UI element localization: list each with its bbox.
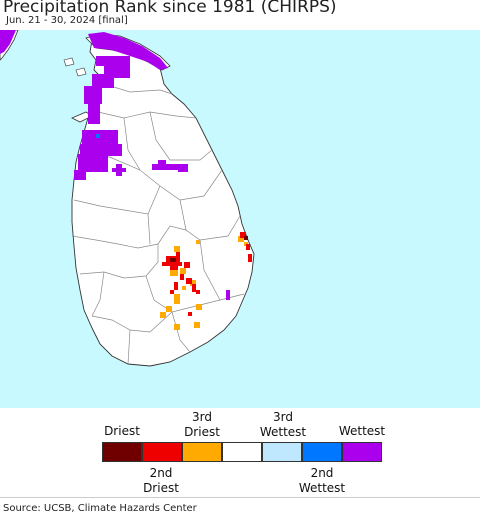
legend-label-2nd-driest: 2nd Driest xyxy=(143,466,179,495)
wettest-cells xyxy=(0,30,230,300)
islet xyxy=(63,57,75,67)
legend-swatch-2nd-driest xyxy=(142,442,182,462)
legend-label-3rd-wettest: 3rd Wettest xyxy=(259,410,307,439)
legend-swatch-driest xyxy=(102,442,142,462)
second-wettest-cells xyxy=(96,134,100,138)
islet xyxy=(75,67,87,77)
legend-swatch-2nd-wettest xyxy=(302,442,342,462)
third-driest-cells xyxy=(160,236,248,330)
legend-swatch-normal xyxy=(222,442,262,462)
legend-label-driest: Driest xyxy=(104,424,140,438)
legend-label-2nd-wettest: 2nd Wettest xyxy=(298,466,346,495)
precipitation-rank-map xyxy=(0,30,480,408)
footer-divider xyxy=(0,497,480,498)
legend-swatch-3rd-driest xyxy=(182,442,222,462)
legend-swatch-wettest xyxy=(342,442,382,462)
map-title: Precipitation Rank since 1981 (CHIRPS) xyxy=(3,0,337,17)
map-subtitle: Jun. 21 - 30, 2024 [final] xyxy=(6,15,128,26)
source-credit: Source: UCSB, Climate Hazards Center xyxy=(3,503,197,514)
legend-label-wettest: Wettest xyxy=(338,424,386,438)
driest-cells xyxy=(170,236,248,262)
legend-label-3rd-driest: 3rd Driest xyxy=(184,410,220,439)
legend-swatch-3rd-wettest xyxy=(262,442,302,462)
second-driest-cells xyxy=(162,232,252,316)
